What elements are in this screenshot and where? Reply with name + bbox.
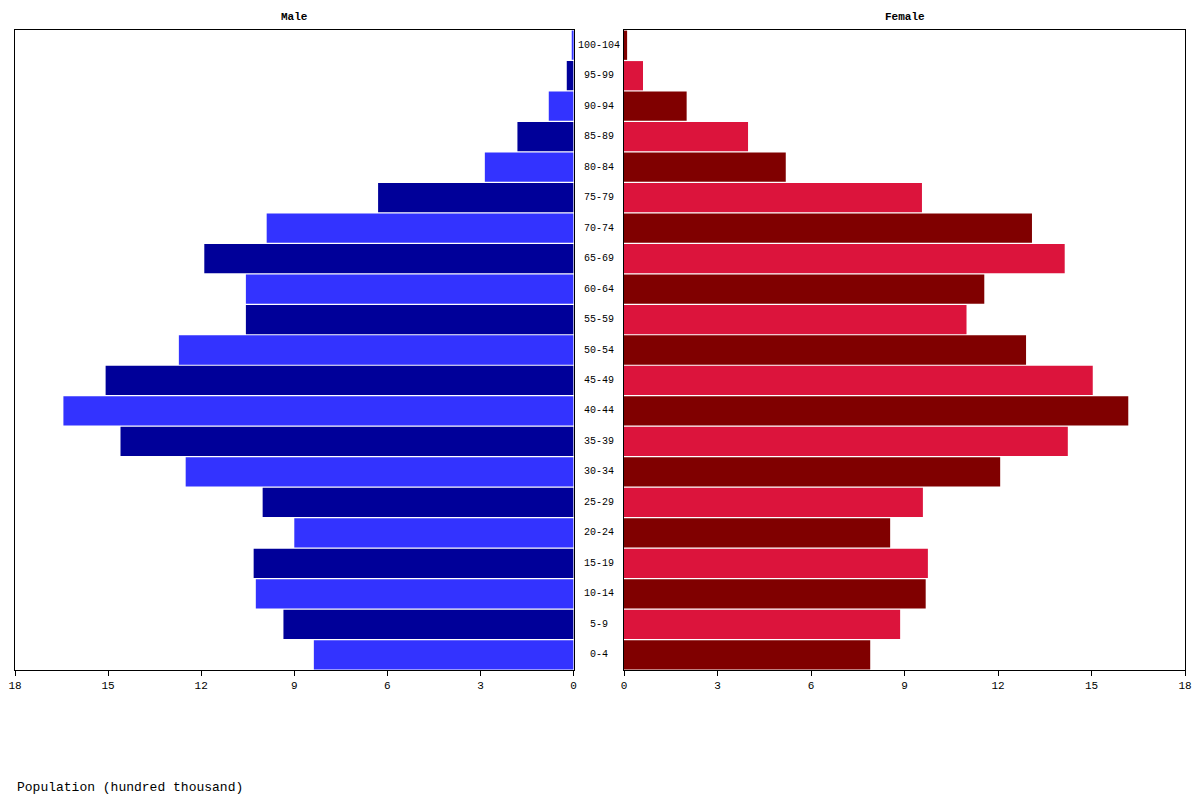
svg-text:Population (hundred thousand): Population (hundred thousand) [17, 780, 243, 795]
svg-text:5-9: 5-9 [590, 619, 608, 630]
svg-text:60-64: 60-64 [584, 284, 614, 295]
svg-text:0-4: 0-4 [590, 649, 608, 660]
svg-text:6: 6 [384, 680, 391, 692]
svg-text:18: 18 [1178, 680, 1191, 692]
svg-text:30-34: 30-34 [584, 466, 614, 477]
svg-text:0: 0 [621, 680, 628, 692]
svg-text:100-104: 100-104 [578, 40, 620, 51]
svg-text:Female: Female [885, 11, 925, 23]
svg-text:25-29: 25-29 [584, 497, 614, 508]
svg-text:85-89: 85-89 [584, 131, 614, 142]
svg-text:9: 9 [901, 680, 908, 692]
svg-text:15: 15 [101, 680, 114, 692]
svg-text:95-99: 95-99 [584, 70, 614, 81]
svg-text:10-14: 10-14 [584, 588, 614, 599]
svg-text:35-39: 35-39 [584, 436, 614, 447]
svg-text:Male: Male [281, 11, 308, 23]
svg-text:55-59: 55-59 [584, 314, 614, 325]
svg-text:3: 3 [714, 680, 721, 692]
svg-text:9: 9 [291, 680, 298, 692]
svg-text:65-69: 65-69 [584, 253, 614, 264]
svg-text:12: 12 [195, 680, 208, 692]
svg-text:80-84: 80-84 [584, 162, 614, 173]
svg-text:70-74: 70-74 [584, 223, 614, 234]
svg-text:6: 6 [808, 680, 815, 692]
svg-text:40-44: 40-44 [584, 405, 614, 416]
svg-text:15: 15 [1085, 680, 1098, 692]
svg-text:90-94: 90-94 [584, 101, 614, 112]
svg-text:20-24: 20-24 [584, 527, 614, 538]
svg-text:3: 3 [477, 680, 484, 692]
svg-text:15-19: 15-19 [584, 558, 614, 569]
svg-text:18: 18 [8, 680, 21, 692]
svg-text:45-49: 45-49 [584, 375, 614, 386]
svg-text:50-54: 50-54 [584, 345, 614, 356]
svg-text:12: 12 [991, 680, 1004, 692]
svg-text:0: 0 [570, 680, 577, 692]
svg-text:75-79: 75-79 [584, 192, 614, 203]
